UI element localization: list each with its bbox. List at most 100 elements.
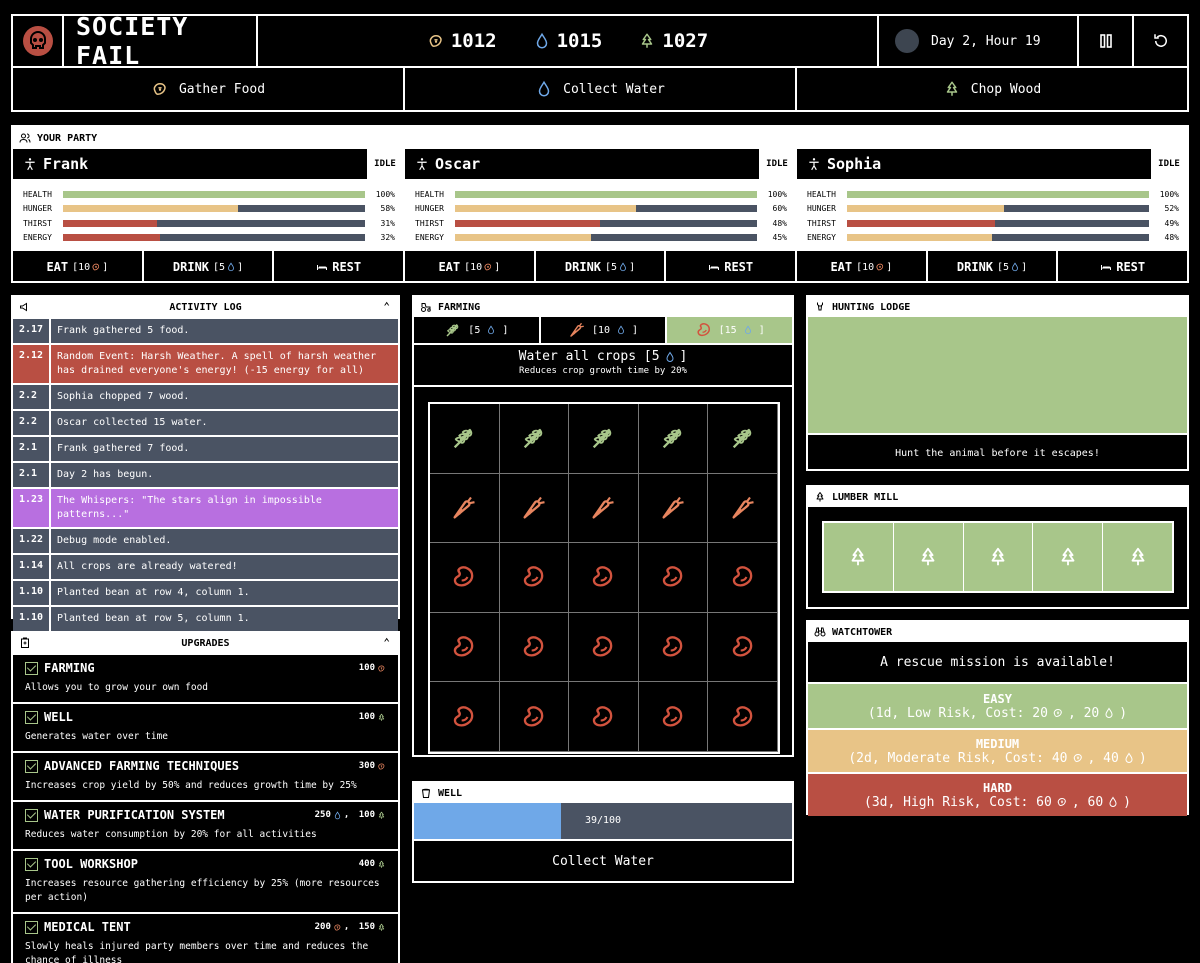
farm-plot[interactable]	[430, 543, 500, 613]
farm-plot[interactable]	[430, 404, 500, 474]
member-actions: EAT [10] DRINK [5] REST	[797, 249, 1187, 283]
activity-log-header[interactable]: ACTIVITY LOG ⌃	[13, 297, 398, 317]
seed-bean-tab[interactable]: [15 ]	[665, 317, 793, 343]
upgrade-item[interactable]: ADVANCED FARMING TECHNIQUES 300 Increase…	[13, 751, 398, 800]
farm-plot[interactable]	[430, 612, 500, 683]
upgrade-item[interactable]: WATER PURIFICATION SYSTEM 250, 100 Reduc…	[13, 800, 398, 849]
tree-slot[interactable]	[1032, 523, 1102, 591]
farm-plot[interactable]	[708, 404, 778, 474]
separator: ,	[343, 810, 350, 820]
bracket: ]	[629, 261, 636, 273]
rest-button[interactable]: REST	[664, 251, 795, 283]
drink-button[interactable]: DRINK [5]	[533, 251, 665, 283]
food-icon	[333, 923, 342, 932]
bracket: ]	[237, 261, 244, 273]
collect-water-button[interactable]: Collect Water	[403, 68, 795, 110]
farm-plot[interactable]	[499, 612, 570, 683]
checkbox-icon	[25, 759, 38, 773]
farm-plot[interactable]	[638, 612, 709, 683]
upgrade-cost-box: 300	[359, 761, 386, 771]
drink-cost: [5	[213, 261, 226, 273]
farm-plot[interactable]	[708, 612, 778, 683]
eat-button[interactable]: EAT [10]	[13, 251, 142, 283]
farm-plot[interactable]	[569, 682, 639, 752]
tree-slot[interactable]	[1102, 523, 1172, 591]
log-message: Frank gathered 5 food.	[57, 325, 190, 336]
farm-plot[interactable]	[499, 473, 570, 544]
farm-plot[interactable]	[499, 543, 570, 613]
farm-plot[interactable]	[569, 543, 639, 613]
tree-slot[interactable]	[962, 523, 1033, 591]
drink-button[interactable]: DRINK [5]	[925, 251, 1057, 283]
restart-button[interactable]	[1132, 16, 1187, 66]
stat-value: 60%	[772, 204, 787, 214]
rest-button[interactable]: REST	[1056, 251, 1187, 283]
stat-bar	[63, 190, 365, 198]
bracket: ]	[1021, 261, 1028, 273]
seed-wheat-tab[interactable]: [5 ]	[414, 317, 539, 343]
upgrade-name: MEDICAL TENT	[44, 920, 131, 934]
farm-plot[interactable]	[569, 612, 639, 683]
mission-medium-button[interactable]: MEDIUM (2d, Moderate Risk, Cost: 40 , 40…	[808, 728, 1187, 772]
stat-bar	[63, 205, 365, 213]
log-message: Planted bean at row 4, column 1.	[57, 587, 250, 598]
farm-plot[interactable]	[708, 473, 778, 544]
farm-plot[interactable]	[430, 682, 500, 752]
farm-plot[interactable]	[499, 404, 570, 474]
farm-plot[interactable]	[708, 682, 778, 752]
drink-button[interactable]: DRINK [5]	[141, 251, 273, 283]
eat-button[interactable]: EAT [10]	[405, 251, 534, 283]
farm-plot[interactable]	[499, 682, 570, 752]
eat-button[interactable]: EAT [10]	[797, 251, 926, 283]
mission-hard-button[interactable]: HARD (3d, High Risk, Cost: 60 , 60 )	[808, 772, 1187, 816]
tree-slot[interactable]	[824, 523, 893, 591]
upgrades-header[interactable]: UPGRADES ⌃	[13, 633, 398, 653]
farming-panel: FARMING [5 ] [10 ] [15 ] Water all crops…	[412, 295, 794, 757]
log-entry: 2.1 Day 2 has begun.	[13, 461, 398, 487]
chevron-up-icon[interactable]: ⌃	[383, 636, 390, 649]
tree-icon	[917, 546, 939, 568]
status-badge: IDLE	[757, 149, 795, 179]
farm-plot[interactable]	[569, 404, 639, 474]
chevron-up-icon[interactable]: ⌃	[383, 300, 390, 313]
mission-easy-button[interactable]: EASY (1d, Low Risk, Cost: 20 , 20 )	[808, 684, 1187, 728]
users-icon	[19, 133, 31, 143]
person-icon	[415, 157, 429, 171]
eat-cost: [10	[856, 261, 875, 273]
gather-food-button[interactable]: Gather Food	[13, 68, 403, 110]
upgrade-item[interactable]: WELL 100 Generates water over time	[13, 702, 398, 751]
chop-wood-button[interactable]: Chop Wood	[795, 68, 1187, 110]
hunting-field[interactable]	[808, 317, 1187, 435]
stat-value: 45%	[772, 233, 787, 243]
upgrade-item[interactable]: MEDICAL TENT 200, 150 Slowly heals injur…	[13, 912, 398, 963]
farm-plot[interactable]	[638, 682, 709, 752]
water-counter: 1015	[533, 30, 602, 52]
farm-plot[interactable]	[569, 473, 639, 544]
mission-cost-text: (2d, Moderate Risk, Cost: 40	[848, 750, 1068, 766]
stat-bar	[455, 205, 757, 213]
water-all-button[interactable]: Water all crops [5 ] Reduces crop growth…	[414, 345, 792, 387]
stat-hunger: HUNGER 60%	[415, 202, 787, 217]
log-time: 1.10	[13, 607, 51, 631]
farm-plot[interactable]	[638, 404, 709, 474]
seed-carrot-tab[interactable]: [10 ]	[538, 317, 666, 343]
upgrades-panel: UPGRADES ⌃ FARMING 100 Allows you to gro…	[11, 631, 400, 963]
tree-slot[interactable]	[892, 523, 963, 591]
upgrade-item[interactable]: TOOL WORKSHOP 400 Increases resource gat…	[13, 849, 398, 912]
upgrade-item[interactable]: FARMING 100 Allows you to grow your own …	[13, 653, 398, 702]
bed-icon	[316, 261, 328, 273]
farm-plot[interactable]	[638, 543, 709, 613]
well-collect-water-button[interactable]: Collect Water	[552, 853, 654, 869]
member-header: Frank IDLE	[13, 149, 403, 181]
rest-button[interactable]: REST	[272, 251, 403, 283]
farm-plot[interactable]	[638, 473, 709, 544]
restart-icon	[1153, 34, 1167, 47]
bean-icon	[659, 633, 687, 661]
upgrade-cost: 100	[358, 810, 375, 820]
pause-button[interactable]	[1077, 16, 1132, 66]
bracket: ]	[494, 261, 501, 273]
farm-plot[interactable]	[430, 473, 500, 544]
upgrade-description: Generates water over time	[25, 731, 168, 742]
binoculars-icon	[814, 627, 826, 637]
farm-plot[interactable]	[708, 543, 778, 613]
